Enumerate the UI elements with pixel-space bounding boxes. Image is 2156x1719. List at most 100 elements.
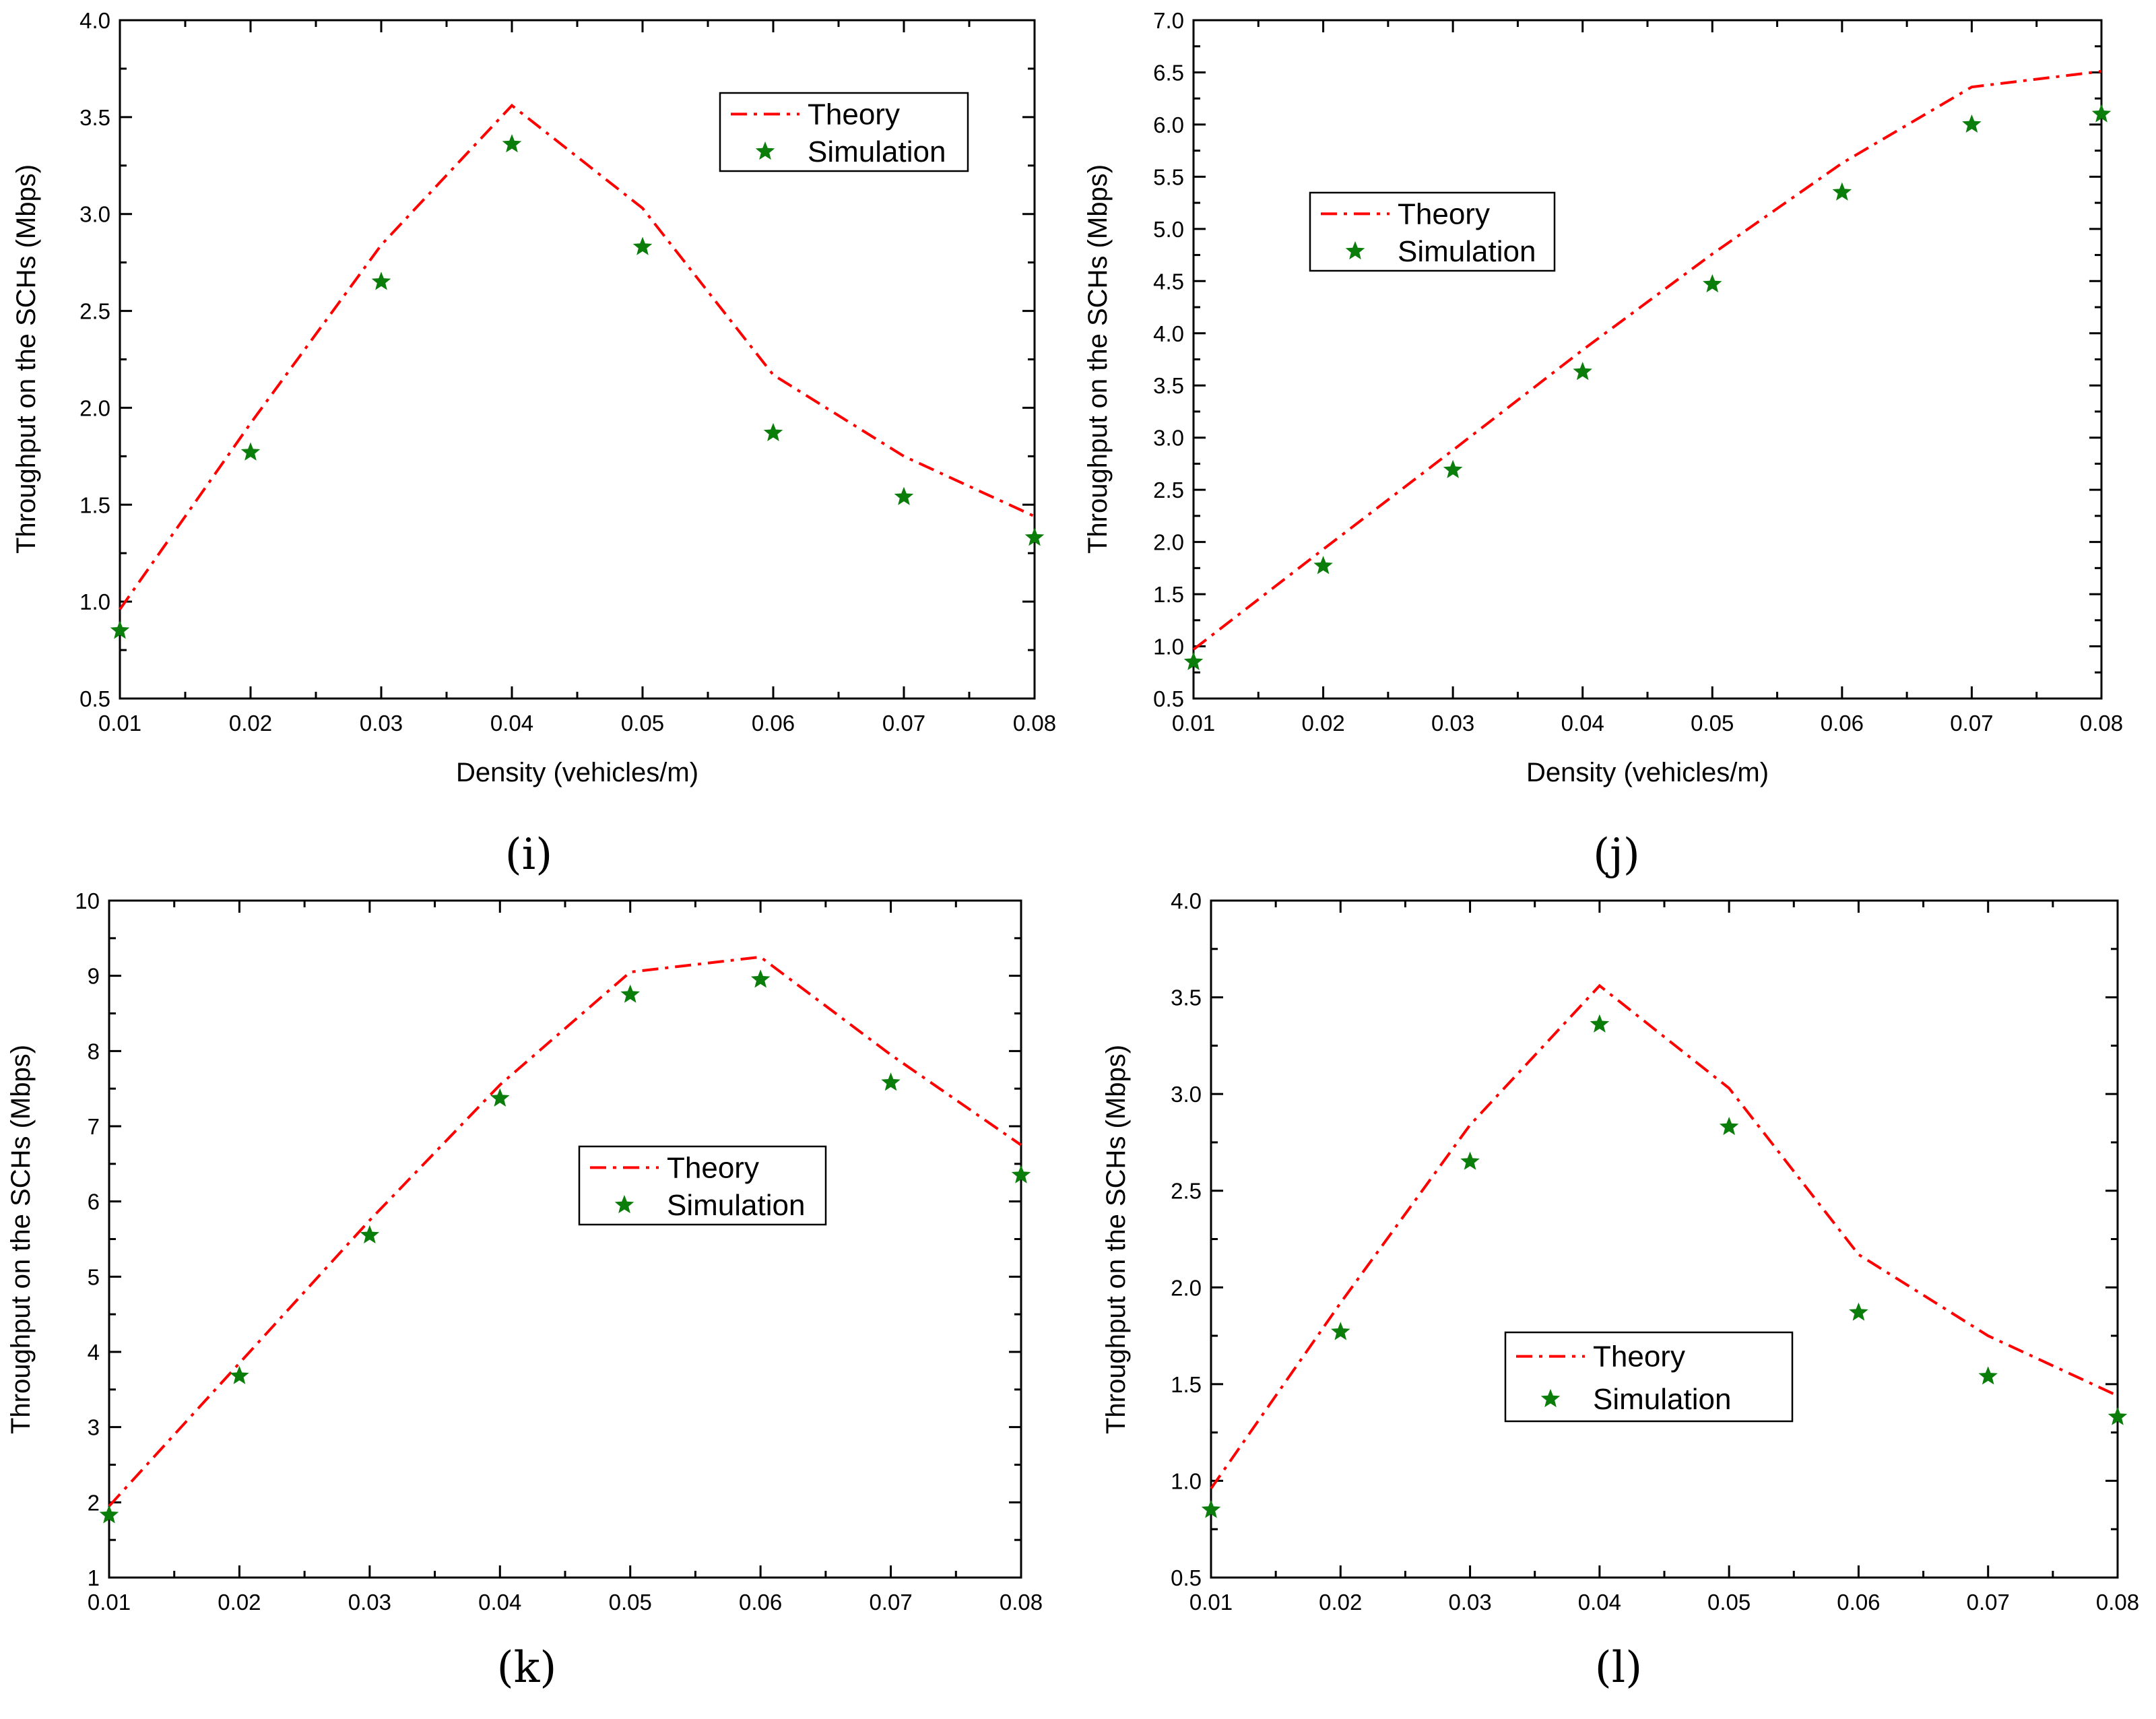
simulation-point — [1573, 362, 1592, 381]
panel-label: (j) — [1593, 830, 1640, 880]
theory-series-line — [1192, 69, 2102, 651]
y-tick-label: 1.0 — [79, 589, 110, 614]
x-tick-label: 0.06 — [1821, 711, 1864, 736]
x-tick-label: 0.08 — [2080, 711, 2123, 736]
theory-series-line — [108, 955, 1022, 1507]
y-tick-label: 7.0 — [1153, 8, 1184, 33]
panel-label: (l) — [1595, 1643, 1642, 1693]
simulation-point — [360, 1225, 380, 1244]
y-tick-label: 1.5 — [1153, 582, 1184, 607]
simulation-point — [502, 134, 522, 153]
y-tick-label: 8 — [88, 1039, 100, 1064]
legend-simulation-label: Simulation — [667, 1189, 805, 1222]
y-tick-label: 5.0 — [1153, 217, 1184, 242]
x-axis-title: Density (vehicles/m) — [1526, 758, 1769, 787]
y-tick-label: 2.0 — [1153, 530, 1184, 555]
simulation-point — [750, 969, 771, 988]
y-tick-label: 0.5 — [79, 686, 110, 711]
simulation-point — [763, 422, 783, 441]
y-tick-label: 3.5 — [1171, 985, 1202, 1010]
y-tick-label: 3.5 — [79, 105, 110, 130]
x-tick-label: 0.06 — [739, 1590, 782, 1615]
simulation-point — [1719, 1116, 1739, 1136]
y-tick-label: 3.0 — [1153, 426, 1184, 451]
plot-frame — [108, 899, 1022, 1579]
y-tick-label: 0.5 — [1153, 686, 1184, 711]
y-tick-label: 5 — [88, 1264, 100, 1289]
y-axis-title: Throughput on the SCHs (Mbps) — [6, 1045, 36, 1434]
x-tick-label: 0.05 — [1691, 711, 1734, 736]
y-tick-label: 1.0 — [1153, 635, 1184, 659]
y-tick-label: 1.0 — [1171, 1468, 1202, 1493]
y-tick-label: 4.0 — [1171, 888, 1202, 913]
panel-label: (k) — [497, 1643, 557, 1693]
y-tick-label: 3.5 — [1153, 373, 1184, 398]
theory-series-line — [119, 103, 1035, 610]
x-tick-label: 0.02 — [1319, 1590, 1362, 1615]
y-tick-label: 5.5 — [1153, 164, 1184, 189]
x-tick-label: 0.08 — [1000, 1590, 1043, 1615]
simulation-point — [1962, 114, 1982, 133]
panel-label: (i) — [505, 830, 552, 880]
x-tick-label: 0.04 — [478, 1590, 521, 1615]
x-tick-label: 0.06 — [752, 711, 795, 736]
y-tick-label: 2.5 — [1153, 478, 1184, 502]
plot-frame — [1210, 899, 2119, 1579]
x-axis-title: Density (vehicles/m) — [456, 758, 698, 787]
simulation-point — [1011, 1165, 1031, 1183]
y-tick-label: 1.5 — [79, 492, 110, 517]
simulation-point — [1978, 1366, 1998, 1385]
chart-panel-3: 0.01 0.02 0.03 0.04 0.05 0.06 0.07 0.08 1 2 3 4 5 6 7 8… — [6, 888, 1043, 1693]
simulation-point — [894, 486, 914, 505]
y-tick-label: 4.0 — [1153, 321, 1184, 346]
legend-simulation-label: Simulation — [1398, 235, 1536, 268]
chart-panel-2: 0.01 0.02 0.03 0.04 0.05 0.06 0.07 0.08 0.5 1.0 1.… — [1083, 8, 2123, 880]
simulation-point — [2108, 1406, 2128, 1425]
x-tick-label: 0.05 — [609, 1590, 652, 1615]
x-tick-label: 0.04 — [1561, 711, 1604, 736]
simulation-point — [240, 442, 261, 461]
simulation-point — [881, 1072, 901, 1091]
y-axis-title: Throughput on the SCHs (Mbps) — [11, 164, 41, 554]
simulation-point — [490, 1088, 510, 1107]
simulation-point — [2091, 104, 2112, 123]
legend-theory-label: Theory — [1398, 197, 1490, 230]
simulation-point — [1849, 1302, 1868, 1321]
legend-box — [1504, 1331, 1794, 1423]
x-tick-label: 0.08 — [2096, 1590, 2139, 1615]
legend-box — [1309, 191, 1556, 272]
y-tick-label: 6 — [88, 1190, 100, 1214]
x-tick-label: 0.06 — [1837, 1590, 1880, 1615]
y-tick-label: 9 — [88, 964, 100, 989]
legend-theory-label: Theory — [808, 98, 900, 131]
legend-simulation-label: Simulation — [808, 135, 946, 168]
y-axis-title: Throughput on the SCHs (Mbps) — [1101, 1045, 1131, 1434]
simulation-point — [1183, 651, 1204, 670]
y-tick-label: 3.0 — [1171, 1082, 1202, 1107]
simulation-point — [1590, 1014, 1610, 1033]
simulation-point — [620, 984, 640, 1003]
y-tick-label: 2.0 — [1171, 1275, 1202, 1300]
x-tick-label: 0.02 — [218, 1590, 261, 1615]
x-tick-label: 0.05 — [1707, 1590, 1751, 1615]
x-tick-label: 0.01 — [1189, 1590, 1233, 1615]
chart-panel-1: 0.01 0.02 0.03 0.04 0.05 0.06 0.07 0.08 0.5 1.0 1.… — [11, 8, 1056, 880]
y-tick-label: 1 — [88, 1565, 100, 1590]
x-tick-label: 0.03 — [1448, 1590, 1491, 1615]
x-tick-label: 0.02 — [1301, 711, 1344, 736]
simulation-point — [1024, 527, 1045, 546]
x-tick-label: 0.05 — [621, 711, 664, 736]
theory-series-line — [1210, 983, 2118, 1490]
simulation-point — [1832, 182, 1852, 201]
y-tick-label: 2.0 — [79, 395, 110, 420]
x-tick-label: 0.03 — [348, 1590, 391, 1615]
simulation-point — [99, 1505, 119, 1524]
chart-panel-4: 0.01 0.02 0.03 0.04 0.05 0.06 0.07 0.08 0.5 1.0 1.… — [1101, 888, 2139, 1693]
simulation-point — [371, 271, 391, 290]
y-tick-label: 6.5 — [1153, 60, 1184, 85]
y-tick-label: 4.5 — [1153, 269, 1184, 294]
x-tick-label: 0.07 — [1967, 1590, 2010, 1615]
x-tick-label: 0.07 — [882, 711, 925, 736]
simulation-point — [1331, 1322, 1350, 1340]
y-axis-title: Throughput on the SCHs (Mbps) — [1083, 164, 1113, 554]
